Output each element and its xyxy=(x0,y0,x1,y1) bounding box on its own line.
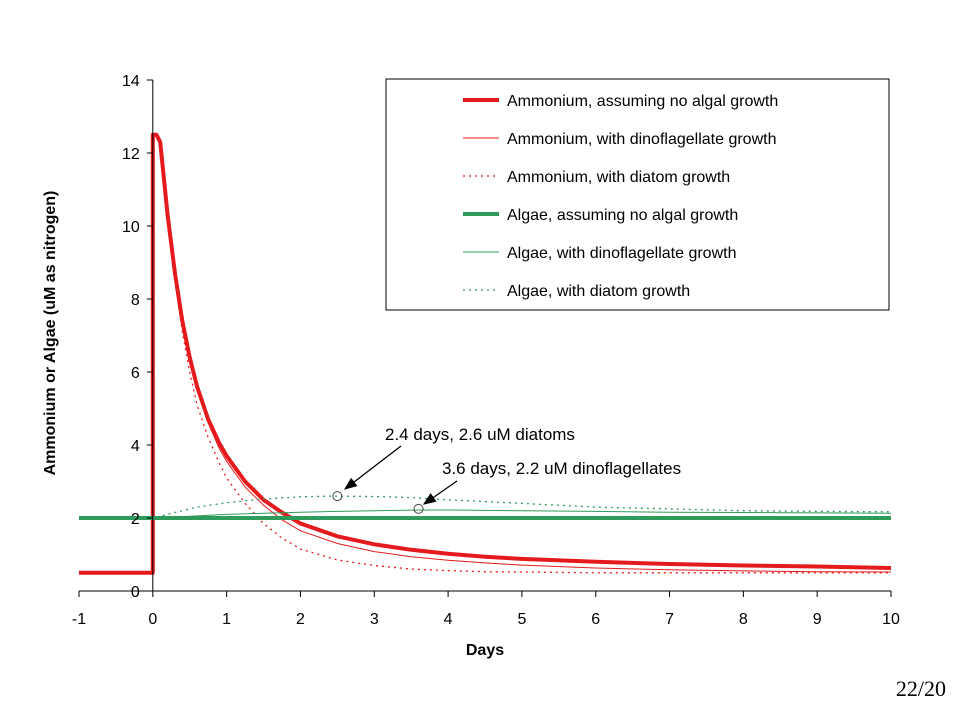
legend-box xyxy=(385,78,890,311)
x-tick-label: 1 xyxy=(222,611,231,628)
y-tick-label: 4 xyxy=(131,438,140,455)
x-tick-label: 7 xyxy=(665,611,674,628)
series-line-6 xyxy=(79,495,892,519)
y-tick-label: 10 xyxy=(122,219,140,236)
x-tick-label: 8 xyxy=(739,611,748,628)
annotation-marker xyxy=(332,491,343,502)
legend-label: Algae, with diatom growth xyxy=(507,283,690,300)
x-tick-label: 5 xyxy=(517,611,526,628)
x-tick-label: 9 xyxy=(813,611,822,628)
x-tick-label: 10 xyxy=(882,611,900,628)
y-tick-label: 0 xyxy=(131,584,140,601)
annotation-arrow xyxy=(343,445,402,490)
x-tick-label: 3 xyxy=(370,611,379,628)
annotation-label: 3.6 days, 2.2 uM dinoflagellates xyxy=(442,459,681,478)
x-axis-title: Days xyxy=(466,642,504,659)
plot-area xyxy=(79,132,892,575)
series-line-3 xyxy=(155,134,891,574)
legend-label: Ammonium, with dinoflagellate growth xyxy=(507,131,776,148)
y-tick-label: 6 xyxy=(131,365,140,382)
y-tick-label: 14 xyxy=(122,73,140,90)
x-tick-label: -1 xyxy=(72,611,86,628)
slide-number: 22/20 xyxy=(895,676,946,701)
y-axis-title: Ammonium or Algae (uM as nitrogen) xyxy=(42,191,59,476)
legend-label: Algae, assuming no algal growth xyxy=(507,207,738,224)
x-tick-label: 4 xyxy=(444,611,453,628)
y-tick-label: 2 xyxy=(131,511,140,528)
x-tick-label: 6 xyxy=(591,611,600,628)
legend: Ammonium, assuming no algal growth Ammoni… xyxy=(385,78,890,311)
series-line-5 xyxy=(79,509,892,519)
y-tick-label: 8 xyxy=(131,292,140,309)
annotation-label: 2.4 days, 2.6 uM diatoms xyxy=(385,425,575,444)
legend-label: Ammonium, assuming no algal growth xyxy=(507,93,778,110)
annotation-marker xyxy=(413,503,424,514)
legend-label: Ammonium, with diatom growth xyxy=(507,169,730,186)
legend-label: Algae, with dinoflagellate growth xyxy=(507,245,736,262)
x-tick-label: 2 xyxy=(296,611,305,628)
x-tick-label: 0 xyxy=(148,611,157,628)
annotation-arrow xyxy=(422,480,458,505)
annotations: 2.4 days, 2.6 uM diatoms 3.6 days, 2.2 uM… xyxy=(332,425,681,514)
y-tick-label: 12 xyxy=(122,146,140,163)
